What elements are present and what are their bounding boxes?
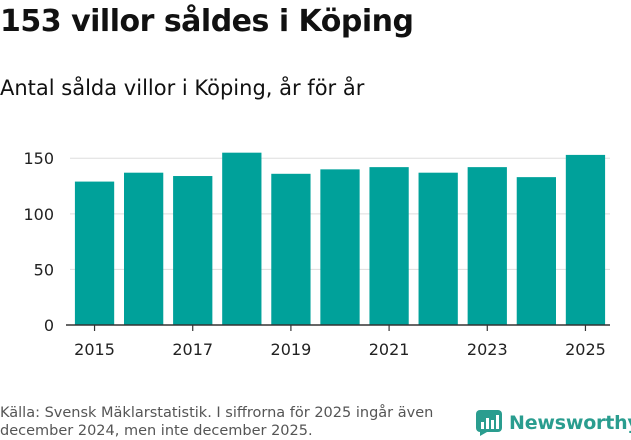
bar-2024	[516, 177, 556, 325]
bar-2017	[173, 176, 213, 325]
bar-2019	[271, 173, 311, 325]
brand-name: Newsworthy	[509, 412, 631, 434]
bar-2015	[74, 181, 115, 325]
y-tick-label: 50	[34, 260, 54, 279]
newsworthy-logo: Newsworthy	[476, 408, 631, 438]
bars	[74, 152, 606, 325]
source-note: Källa: Svensk Mäklarstatistik. I siffror…	[0, 405, 434, 439]
bar-chart-logo-icon	[476, 410, 502, 436]
y-tick-label: 150	[23, 149, 54, 168]
bar-2016	[124, 172, 164, 325]
y-tick-label: 0	[44, 316, 54, 335]
bar-2018	[222, 152, 262, 325]
chart-subtitle: Antal sålda villor i Köping, år för år	[0, 76, 365, 100]
x-tick-label: 2019	[271, 340, 312, 359]
y-axis-ticks: 0 50 100 150	[23, 149, 54, 335]
bar-chart: 0 50 100 150 2015 2017 2019 2021 2023 2025	[23, 149, 610, 359]
x-tick-label: 2023	[467, 340, 508, 359]
x-tick-label: 2021	[369, 340, 410, 359]
y-tick-label: 100	[23, 205, 54, 224]
x-tick-label: 2015	[74, 340, 115, 359]
bar-2020	[320, 169, 360, 325]
bar-2021	[369, 167, 409, 325]
bar-2022	[418, 172, 458, 325]
x-tick-label: 2025	[565, 340, 606, 359]
chart-title: 153 villor såldes i Köping	[0, 4, 414, 39]
bar-2025	[565, 154, 606, 325]
bar-2023	[467, 167, 507, 325]
x-tick-label: 2017	[172, 340, 213, 359]
x-axis-ticks: 2015 2017 2019 2021 2023 2025	[74, 325, 606, 359]
